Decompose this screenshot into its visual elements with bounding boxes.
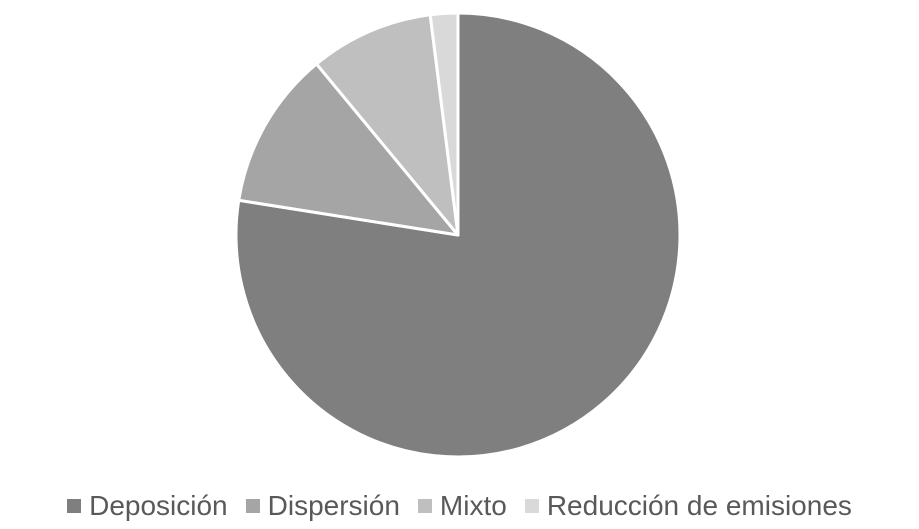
- legend-label-mixto: Mixto: [439, 490, 507, 521]
- pie-slice-reduccion-de-emisiones: [428, 11, 460, 237]
- pie-slice-dispersion: [237, 62, 460, 237]
- legend-item-dispersion: Dispersión: [245, 490, 400, 522]
- legend-label-dispersion: Dispersión: [267, 490, 400, 521]
- legend-item-mixto: Mixto: [417, 490, 507, 522]
- chart-legend: Deposición Dispersión Mixto Reducción de…: [0, 490, 919, 522]
- legend-swatch-deposicion: [67, 499, 82, 513]
- pie-slice-deposicion: [234, 11, 682, 459]
- pie-chart: [234, 11, 682, 459]
- legend-label-deposicion: Deposición: [89, 490, 228, 521]
- legend-item-reduccion-de-emisiones: Reducción de emisiones: [524, 490, 852, 522]
- legend-item-deposicion: Deposición: [67, 490, 228, 522]
- pie-slice-mixto: [314, 13, 460, 237]
- legend-swatch-reduccion-de-emisiones: [524, 499, 539, 513]
- legend-swatch-mixto: [417, 499, 432, 513]
- legend-label-reduccion-de-emisiones: Reducción de emisiones: [546, 490, 852, 521]
- legend-swatch-dispersion: [245, 499, 260, 513]
